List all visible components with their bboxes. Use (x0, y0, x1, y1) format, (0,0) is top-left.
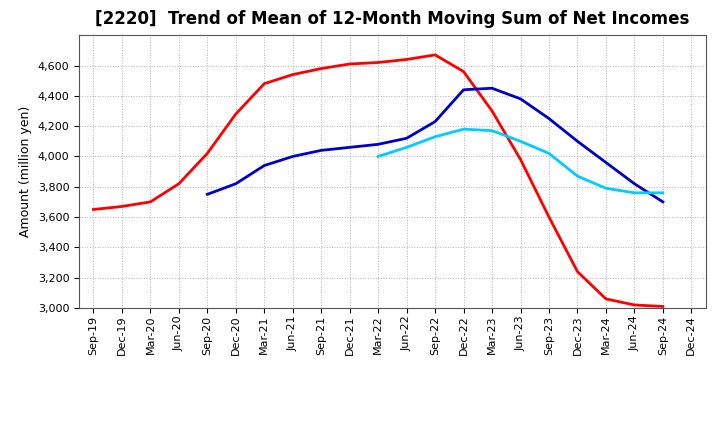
3 Years (232, 111, 240, 117)
5 Years (431, 119, 439, 124)
3 Years (659, 304, 667, 309)
3 Years (346, 61, 354, 66)
7 Years (431, 134, 439, 139)
7 Years (602, 186, 611, 191)
5 Years (459, 87, 468, 92)
3 Years (260, 81, 269, 86)
3 Years (402, 57, 411, 62)
5 Years (260, 163, 269, 168)
3 Years (573, 269, 582, 274)
3 Years (289, 72, 297, 77)
5 Years (346, 145, 354, 150)
3 Years (317, 66, 325, 71)
7 Years (573, 173, 582, 179)
3 Years (203, 151, 212, 156)
3 Years (431, 52, 439, 58)
3 Years (516, 157, 525, 162)
7 Years (487, 128, 496, 133)
3 Years (374, 60, 382, 65)
3 Years (630, 302, 639, 308)
5 Years (545, 116, 554, 121)
5 Years (317, 148, 325, 153)
3 Years (487, 108, 496, 114)
Y-axis label: Amount (million yen): Amount (million yen) (19, 106, 32, 237)
Line: 7 Years: 7 Years (378, 129, 663, 193)
Line: 5 Years: 5 Years (207, 88, 663, 202)
Line: 3 Years: 3 Years (94, 55, 663, 307)
3 Years (459, 69, 468, 74)
5 Years (516, 96, 525, 102)
5 Years (232, 181, 240, 187)
3 Years (89, 207, 98, 212)
7 Years (630, 190, 639, 195)
5 Years (402, 136, 411, 141)
5 Years (602, 160, 611, 165)
3 Years (602, 296, 611, 301)
5 Years (659, 199, 667, 205)
7 Years (659, 190, 667, 195)
7 Years (374, 154, 382, 159)
5 Years (203, 192, 212, 197)
Title: [2220]  Trend of Mean of 12-Month Moving Sum of Net Incomes: [2220] Trend of Mean of 12-Month Moving … (95, 10, 690, 28)
5 Years (573, 139, 582, 144)
3 Years (545, 214, 554, 220)
5 Years (487, 86, 496, 91)
3 Years (174, 181, 183, 187)
7 Years (516, 139, 525, 144)
3 Years (146, 199, 155, 205)
5 Years (630, 181, 639, 187)
5 Years (374, 142, 382, 147)
3 Years (117, 204, 126, 209)
7 Years (459, 127, 468, 132)
7 Years (402, 145, 411, 150)
7 Years (545, 151, 554, 156)
5 Years (289, 154, 297, 159)
